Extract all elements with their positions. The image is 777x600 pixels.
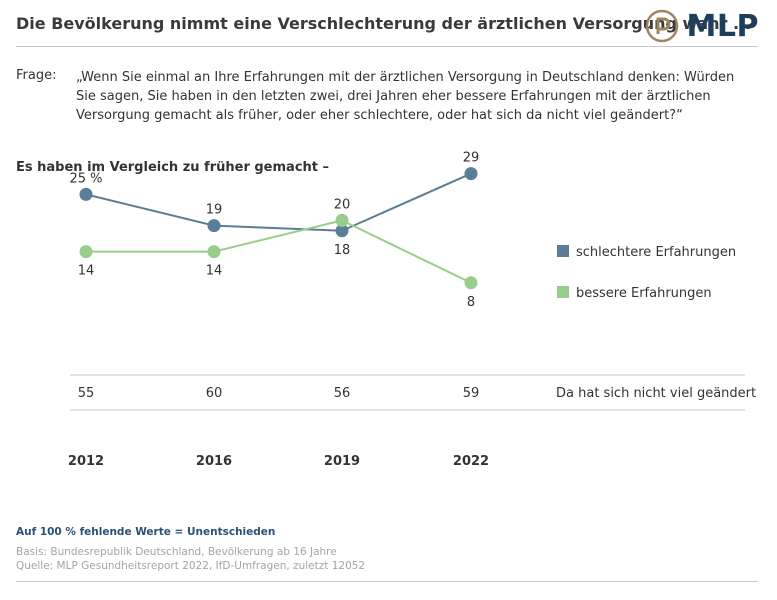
question-text: „Wenn Sie einmal an Ihre Erfahrungen mit… bbox=[76, 70, 735, 123]
data-point-s2-2016 bbox=[207, 245, 221, 259]
page-title: Die Bevölkerung nimmt eine Verschlechter… bbox=[16, 14, 752, 33]
chart-subheading: Es haben im Vergleich zu früher gemacht … bbox=[16, 160, 330, 175]
data-point-s2-2012 bbox=[79, 245, 93, 259]
x-tick-label-2012: 2012 bbox=[68, 454, 104, 469]
header-divider bbox=[16, 46, 758, 47]
table-value-2019: 56 bbox=[334, 386, 351, 401]
data-point-s1-2016 bbox=[207, 219, 221, 233]
data-label-s2-2012: 14 bbox=[78, 264, 95, 279]
data-label-s1-2012: 25 % bbox=[69, 171, 102, 186]
table-row-label: Da hat sich nicht viel geändert bbox=[556, 386, 756, 401]
legend-swatch-2 bbox=[557, 286, 569, 298]
legend-label-2: bessere Erfahrungen bbox=[576, 286, 712, 301]
data-point-s2-2019 bbox=[335, 213, 349, 227]
footer-divider bbox=[16, 581, 758, 582]
legend-label-1: schlechtere Erfahrungen bbox=[576, 245, 736, 260]
data-label-s1-2019: 18 bbox=[334, 243, 351, 258]
data-label-s2-2022: 8 bbox=[467, 295, 475, 310]
series-line-1 bbox=[85, 172, 472, 232]
legend-swatch-1 bbox=[557, 245, 569, 257]
basis-note: Basis: Bundesrepublik Deutschland, Bevöl… bbox=[16, 546, 337, 558]
brand-logo: MLP bbox=[645, 8, 759, 44]
data-label-s2-2016: 14 bbox=[206, 264, 223, 279]
table-value-2022: 59 bbox=[463, 386, 480, 401]
x-tick-label-2019: 2019 bbox=[324, 454, 360, 469]
mlp-logo-icon bbox=[645, 9, 678, 43]
x-tick-label-2022: 2022 bbox=[453, 454, 489, 469]
data-point-s2-2022 bbox=[464, 276, 478, 290]
data-point-s1-2022 bbox=[464, 167, 478, 181]
data-label-s2-2019: 20 bbox=[334, 197, 351, 212]
data-label-s1-2022: 29 bbox=[463, 151, 480, 166]
data-label-s1-2016: 19 bbox=[206, 203, 223, 218]
footnote: Auf 100 % fehlende Werte = Unentschieden bbox=[16, 526, 276, 538]
question-label: Frage: bbox=[16, 68, 57, 83]
x-tick-label-2016: 2016 bbox=[196, 454, 232, 469]
series-line-2 bbox=[86, 219, 472, 284]
brand-name: MLP bbox=[686, 8, 759, 44]
source-note: Quelle: MLP Gesundheitsreport 2022, IfD-… bbox=[16, 560, 366, 572]
table-value-2016: 60 bbox=[206, 386, 223, 401]
data-point-s1-2012 bbox=[79, 187, 93, 201]
table-value-2012: 55 bbox=[78, 386, 95, 401]
data-point-s1-2019 bbox=[335, 224, 349, 238]
